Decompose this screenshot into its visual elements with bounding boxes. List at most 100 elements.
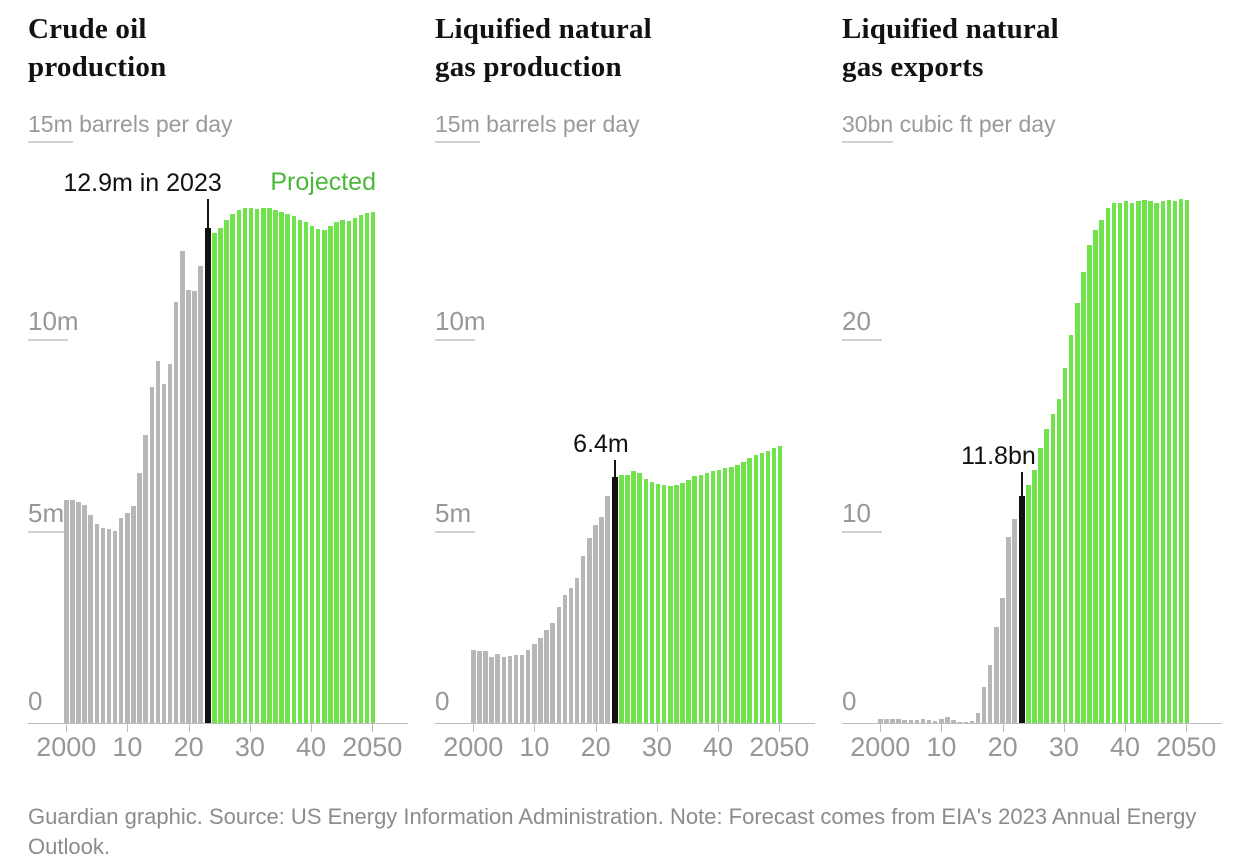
bar-2009 — [932, 720, 938, 723]
bar-2044 — [1148, 200, 1153, 723]
bar-2014 — [149, 386, 155, 723]
bar-2020 — [593, 524, 598, 723]
y-tick-10m: 10m — [28, 308, 79, 341]
annotation-pointer-line — [1020, 472, 1023, 497]
bar-2042 — [1136, 200, 1141, 723]
y-tick-10m: 10m — [435, 308, 486, 341]
bar-2016 — [975, 713, 981, 723]
y-tick-0: 0 — [28, 688, 42, 719]
axis-unit-label: 30bn cubic ft per day — [842, 112, 1222, 147]
bar-2029 — [649, 482, 655, 723]
bar-2026 — [1038, 448, 1043, 723]
axis-unit-text: barrels per day — [79, 111, 233, 137]
bar-2014 — [963, 721, 969, 723]
bar-2005 — [501, 656, 507, 723]
charts-row: Crude oil production 15m barrels per day … — [28, 13, 1222, 766]
x-tick-label-2000: 2000 — [850, 732, 911, 762]
bar-2032 — [261, 208, 266, 723]
bar-2018 — [580, 555, 586, 723]
y-tick-5m: 5m — [435, 500, 475, 533]
bar-2002 — [483, 650, 488, 723]
x-tick-label-2010: 10 — [926, 732, 957, 762]
axis-unit-text: cubic ft per day — [899, 111, 1056, 137]
bar-2013 — [550, 622, 555, 723]
x-tick-2010 — [127, 724, 129, 732]
bar-2035 — [279, 212, 284, 723]
bar-2039 — [710, 471, 716, 723]
chart-title-line1: Liquified natural — [842, 13, 1059, 45]
bar-2043 — [735, 464, 740, 723]
highlight-annotation: 12.9m in 2023 — [63, 169, 222, 197]
x-axis: 2000 10 20 30 40 2050 — [842, 723, 1222, 766]
axis-unit-text: barrels per day — [486, 111, 640, 137]
y-tick-label: 10m — [435, 306, 486, 336]
bar-2041 — [1129, 202, 1135, 723]
bar-2046 — [753, 454, 759, 723]
axis-max-value: 15m — [28, 112, 73, 143]
axis-unit-label: 15m barrels per day — [28, 112, 408, 147]
bar-2042 — [729, 466, 734, 723]
bar-2037 — [291, 216, 297, 723]
y-tick-label: 0 — [28, 686, 43, 716]
bar-2034 — [273, 210, 278, 723]
bar-2018 — [987, 665, 993, 723]
bar-2038 — [1111, 202, 1117, 723]
y-tick-label: 5m — [435, 498, 472, 528]
chart-title-line2: gas exports — [842, 51, 984, 83]
bar-2050 — [777, 445, 783, 723]
x-tick-label-2040: 40 — [1110, 732, 1141, 762]
projected-legend: Projected — [270, 168, 376, 196]
x-tick-label-2030: 30 — [234, 732, 265, 762]
x-tick-2000 — [473, 724, 475, 732]
x-tick-label-2010: 10 — [112, 732, 143, 762]
x-tick-2010 — [534, 724, 536, 732]
bar-2011 — [945, 717, 950, 723]
x-tick-label-2040: 40 — [296, 732, 327, 762]
x-tick-label-2000: 2000 — [443, 732, 504, 762]
bar-2025 — [1032, 469, 1037, 723]
bar-2000 — [471, 649, 476, 723]
plot-area: 20 10 0 11.8bn — [842, 147, 1222, 723]
x-tick-2030 — [249, 724, 251, 732]
bar-2001 — [477, 651, 482, 723]
x-tick-label-2010: 10 — [519, 732, 550, 762]
y-tick-0: 0 — [435, 688, 449, 719]
bar-2043 — [1142, 199, 1147, 723]
bar-2017 — [981, 686, 987, 723]
bar-2037 — [1105, 208, 1111, 723]
bar-2017 — [574, 577, 580, 723]
bar-2029 — [1056, 398, 1062, 723]
bar-2007 — [920, 718, 926, 723]
bar-2045 — [747, 458, 752, 723]
bar-2048 — [358, 215, 364, 723]
bar-2000 — [64, 499, 69, 723]
bar-2013 — [143, 435, 148, 723]
y-tick-5m: 5m — [28, 500, 68, 533]
x-tick-label-2000: 2000 — [36, 732, 97, 762]
x-tick-2020 — [188, 724, 190, 732]
bar-2005 — [94, 524, 100, 723]
x-tick-2020 — [595, 724, 597, 732]
bar-2038 — [704, 473, 710, 723]
x-tick-label-2050: 2050 — [749, 732, 810, 762]
x-tick-label-2040: 40 — [703, 732, 734, 762]
bar-2044 — [741, 461, 746, 723]
bar-2033 — [1081, 271, 1086, 723]
y-tick-label: 5m — [28, 498, 65, 528]
bar-2023 — [1018, 496, 1025, 723]
bar-2004 — [495, 653, 500, 723]
bar-2049 — [771, 448, 777, 723]
x-tick-2050 — [372, 724, 374, 732]
bar-2026 — [224, 219, 229, 723]
bar-2004 — [902, 719, 907, 723]
x-tick-label-2050: 2050 — [1156, 732, 1217, 762]
bar-2031 — [661, 485, 667, 723]
x-tick-2030 — [656, 724, 658, 732]
y-gridline — [435, 531, 475, 533]
bar-2025 — [625, 475, 630, 723]
bar-2015 — [562, 594, 568, 723]
bar-2013 — [957, 721, 962, 723]
bar-2019 — [994, 627, 999, 723]
bar-2003 — [896, 719, 901, 723]
bar-2033 — [674, 484, 679, 723]
